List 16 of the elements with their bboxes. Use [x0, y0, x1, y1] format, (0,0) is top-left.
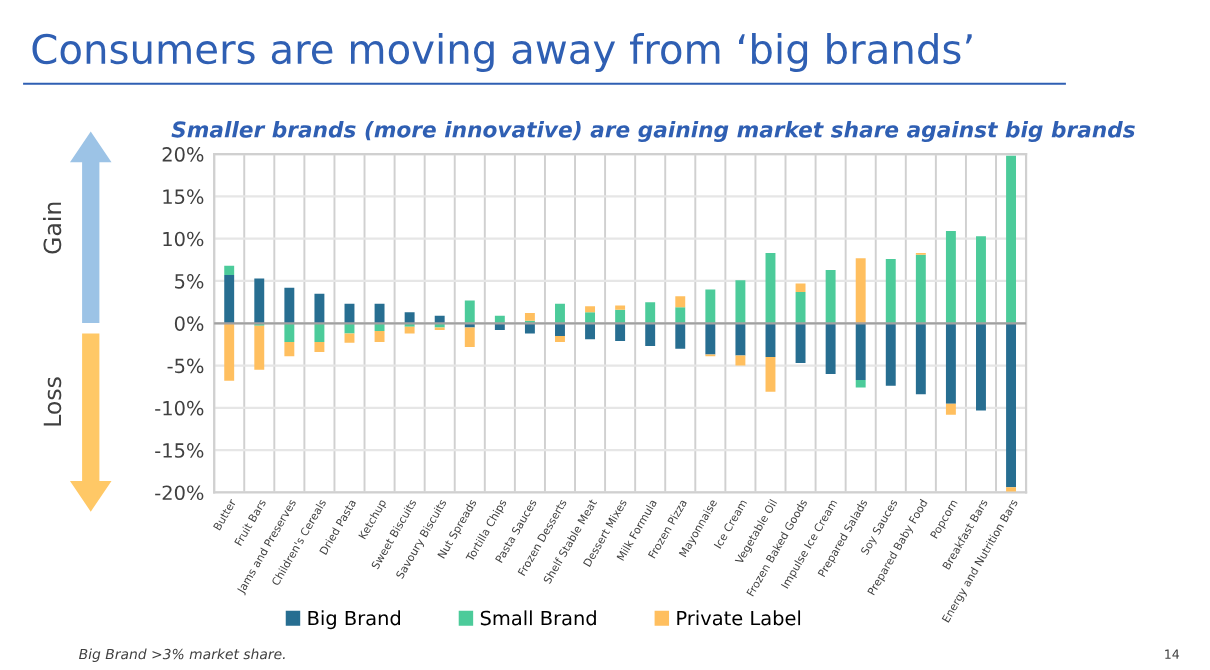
y-tick-label: 15% [163, 189, 204, 205]
chart-subtitle: Smaller brands (more innovative) are gaining market share against big brands [171, 120, 1135, 143]
y-tick-label: 5% [175, 273, 204, 289]
text: Gain [43, 202, 62, 254]
text: Loss [43, 377, 62, 426]
chart-title: Consumers are moving away from ‘big brands’ [32, 33, 972, 73]
y-tick-label: -15% [155, 443, 204, 458]
legend-label: Small Brand [480, 610, 596, 626]
y-tick-label: -5% [167, 358, 204, 374]
legend-label: Big Brand [308, 610, 400, 630]
y-tick-label: -10% [155, 400, 204, 416]
y-tick-label: 10% [163, 231, 204, 247]
legend-label: Private Label [677, 610, 801, 626]
y-tick-label: 20% [162, 147, 204, 162]
y-tick-label: 0% [174, 316, 204, 331]
y-tick-label: -20% [155, 485, 204, 501]
